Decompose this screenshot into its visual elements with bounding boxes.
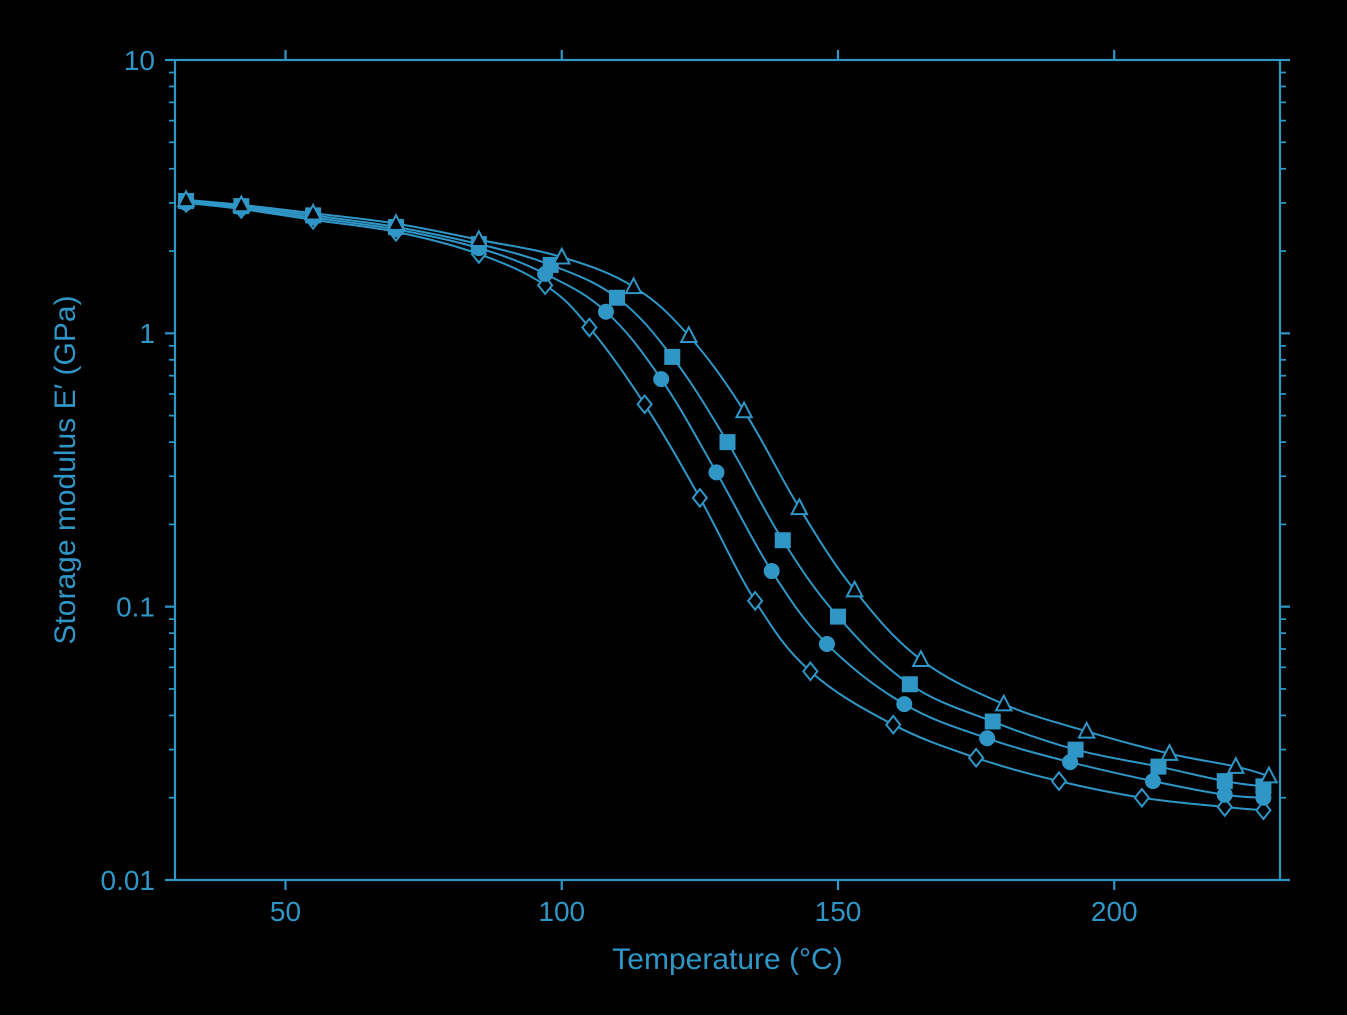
series-line-filled-square: [186, 201, 1263, 786]
y-tick-label: 1: [139, 318, 155, 349]
marker-filled-circle: [980, 731, 994, 745]
markers-group: [178, 191, 1276, 819]
marker-open-triangle: [996, 696, 1011, 711]
marker-filled-circle: [654, 372, 668, 386]
marker-filled-circle: [897, 697, 911, 711]
marker-filled-circle: [1146, 774, 1160, 788]
series-line-open-diamond: [186, 203, 1263, 810]
marker-open-triangle: [913, 651, 928, 666]
marker-filled-circle: [1218, 788, 1232, 802]
y-axis-title: Storage modulus E′ (GPa): [49, 295, 82, 644]
marker-filled-square: [665, 350, 679, 364]
x-tick-label: 100: [538, 896, 585, 927]
plot-frame: [175, 60, 1280, 880]
marker-open-diamond: [1052, 772, 1066, 790]
x-tick-label: 150: [815, 896, 862, 927]
marker-open-diamond: [886, 716, 900, 734]
series-group: [186, 200, 1269, 810]
storage-modulus-chart: 50 100 150 200 0.01 0.1 1 10 Temperature (°C) Sto…: [0, 0, 1347, 1015]
marker-filled-circle: [820, 637, 834, 651]
marker-filled-square: [1069, 743, 1083, 757]
marker-open-triangle: [626, 278, 641, 293]
x-tick-label: 200: [1091, 896, 1138, 927]
marker-filled-square: [776, 533, 790, 547]
x-axis-title: Temperature (°C): [612, 943, 842, 976]
marker-open-diamond: [693, 489, 707, 507]
marker-filled-square: [903, 677, 917, 691]
series-line-open-triangle: [186, 200, 1269, 776]
marker-filled-square: [610, 291, 624, 305]
y-tick-label: 0.1: [116, 591, 155, 622]
marker-open-diamond: [969, 749, 983, 767]
marker-filled-square: [1218, 774, 1232, 788]
marker-filled-square: [831, 610, 845, 624]
marker-filled-circle: [765, 564, 779, 578]
marker-open-diamond: [803, 663, 817, 681]
y-tick-label: 10: [124, 45, 155, 76]
y-tick-label: 0.01: [101, 865, 156, 896]
marker-open-diamond: [1135, 789, 1149, 807]
series-line-filled-circle: [186, 203, 1263, 798]
marker-filled-square: [986, 715, 1000, 729]
marker-filled-square: [1151, 760, 1165, 774]
marker-open-triangle: [792, 499, 807, 514]
chart-container: 50 100 150 200 0.01 0.1 1 10 Temperature (°C) Sto…: [0, 0, 1347, 1015]
x-tick-label: 50: [270, 896, 301, 927]
marker-filled-circle: [599, 305, 613, 319]
marker-open-triangle: [736, 403, 751, 418]
marker-filled-circle: [709, 465, 723, 479]
marker-filled-square: [721, 435, 735, 449]
